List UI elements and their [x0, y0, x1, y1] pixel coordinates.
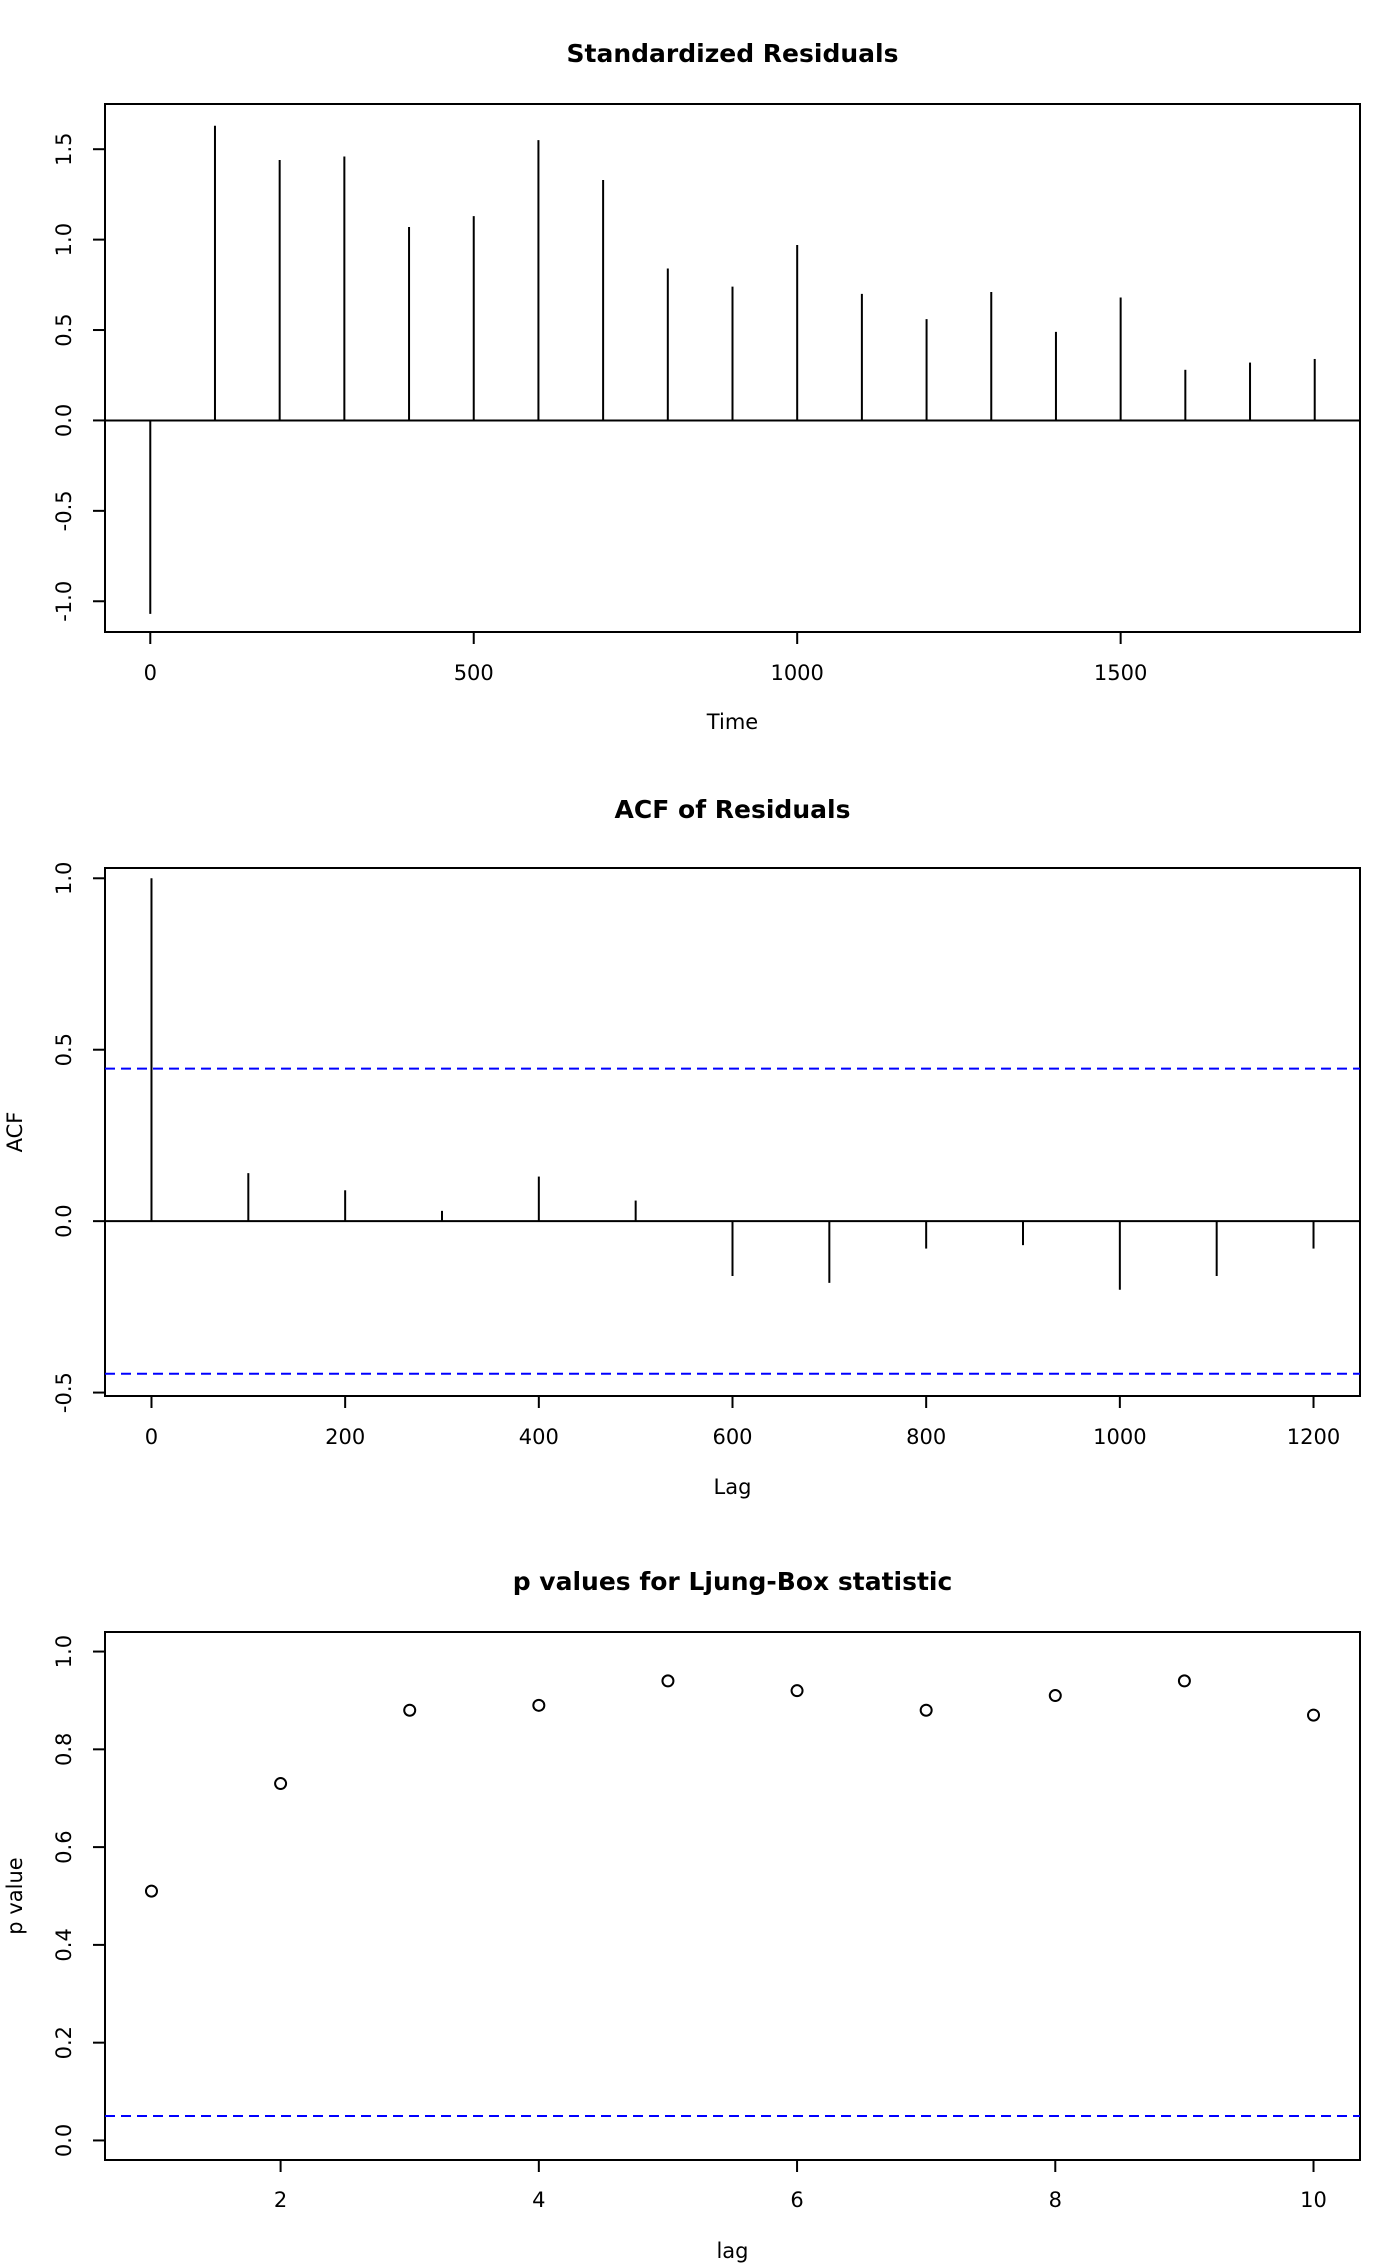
x-tick-label: 600	[712, 1425, 752, 1449]
y-tick-label: 1.0	[52, 223, 76, 256]
x-tick-label: 2	[274, 2188, 287, 2212]
x-tick-label: 4	[532, 2188, 545, 2212]
x-tick-label: 1500	[1094, 661, 1147, 685]
data-point	[1048, 1689, 1062, 1703]
x-axis-label: Time	[706, 710, 758, 734]
x-tick-label: 200	[325, 1425, 365, 1449]
x-tick-label: 8	[1049, 2188, 1062, 2212]
chart-panel-ljung-box: p values for Ljung-Box statistic 2 4 6 8 10 0.…	[3, 1567, 1361, 2263]
data-point	[1177, 1674, 1191, 1688]
x-axis-label: Lag	[714, 1475, 752, 1499]
y-tick-label: 1.5	[52, 133, 76, 166]
y-tick-label: 1.0	[52, 1635, 76, 1668]
y-axis-label: ACF	[3, 1112, 27, 1153]
data-point	[532, 1698, 546, 1712]
data-point	[1307, 1708, 1321, 1722]
chart-panel-acf: ACF of Residuals 0 200 400 600 800 1000 1200 -0.…	[3, 795, 1361, 1499]
y-tick-label: 0.6	[52, 1830, 76, 1863]
y-tick-label: 0.0	[52, 1204, 76, 1237]
x-tick-label: 0	[144, 661, 157, 685]
x-tick-label: 10	[1300, 2188, 1327, 2212]
x-axis-label: lag	[716, 2239, 748, 2263]
x-tick-label: 500	[454, 661, 494, 685]
data-point	[403, 1703, 417, 1717]
y-tick-label: 0.5	[52, 1033, 76, 1066]
x-tick-label: 1000	[770, 661, 823, 685]
y-tick-label: 0.8	[52, 1733, 76, 1766]
y-tick-label: -1.0	[52, 581, 76, 622]
x-tick-label: 1200	[1287, 1425, 1340, 1449]
x-tick-label: 1000	[1093, 1425, 1146, 1449]
y-tick-label: 0.2	[52, 2026, 76, 2059]
y-tick-label: 0.5	[52, 313, 76, 346]
data-point	[919, 1703, 933, 1717]
y-tick-label: -0.5	[52, 490, 76, 531]
chart-title: p values for Ljung-Box statistic	[513, 1567, 953, 1596]
y-tick-label: 0.4	[52, 1928, 76, 1961]
x-tick-label: 400	[519, 1425, 559, 1449]
data-point	[144, 1884, 158, 1898]
data-point	[274, 1777, 288, 1791]
chart-title: ACF of Residuals	[615, 795, 851, 824]
x-tick-label: 0	[145, 1425, 158, 1449]
data-point	[790, 1684, 804, 1698]
x-tick-label: 6	[790, 2188, 803, 2212]
y-tick-label: 0.0	[52, 404, 76, 437]
data-point	[661, 1674, 675, 1688]
y-axis-label: p value	[3, 1857, 27, 1934]
x-tick-label: 800	[906, 1425, 946, 1449]
y-tick-label: 1.0	[52, 862, 76, 895]
chart-title: Standardized Residuals	[567, 39, 899, 68]
chart-panel-residuals: Standardized Residuals 0 500 1000 1500 -1.0 -0…	[52, 39, 1361, 734]
y-tick-label: 0.0	[52, 2124, 76, 2157]
y-tick-label: -0.5	[52, 1372, 76, 1413]
